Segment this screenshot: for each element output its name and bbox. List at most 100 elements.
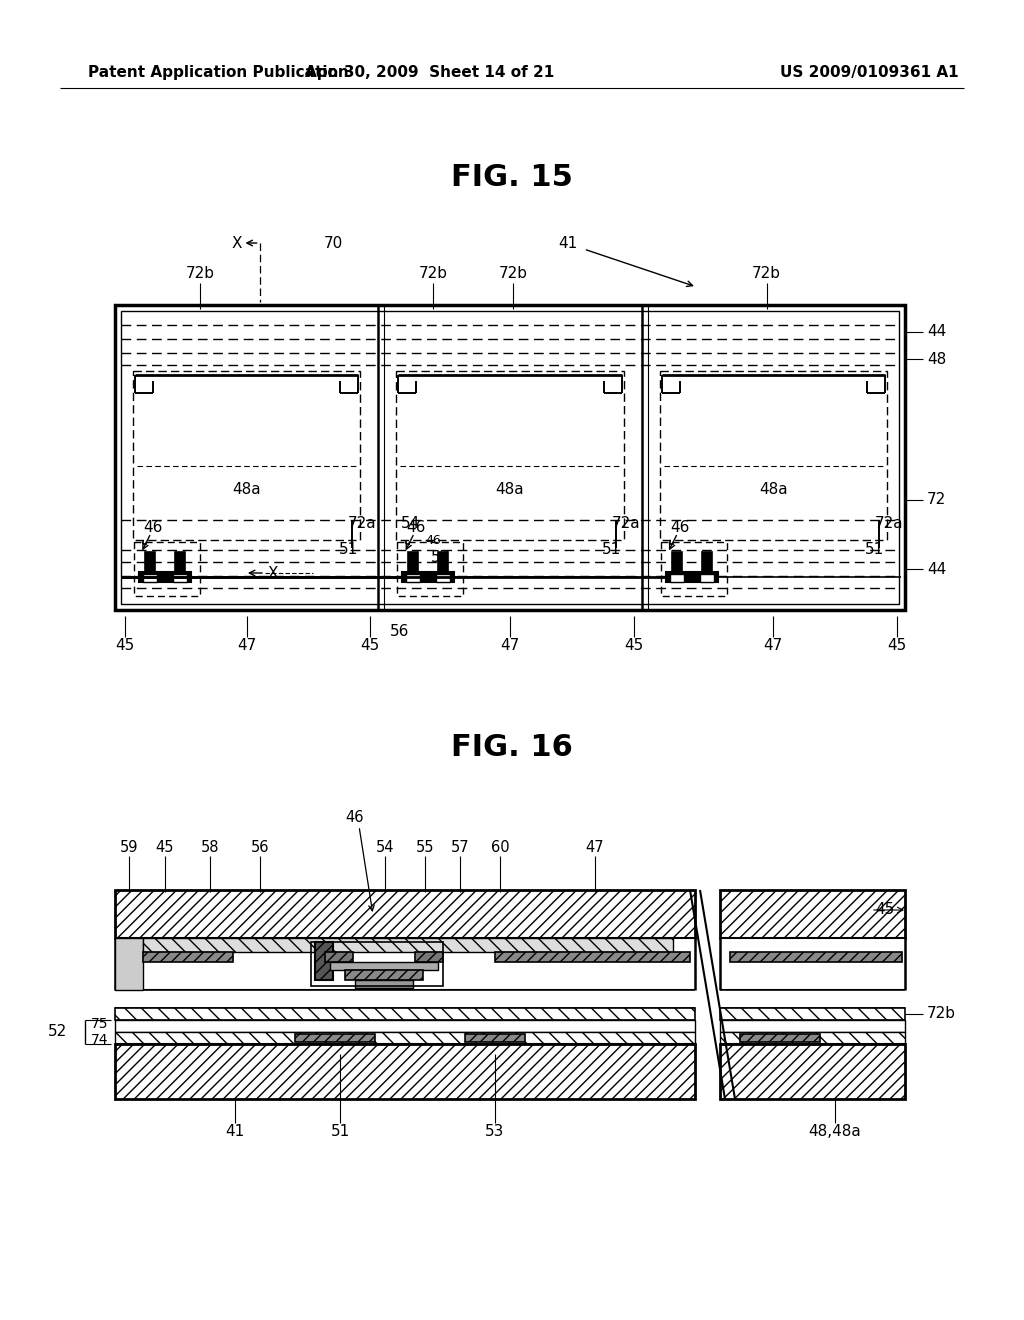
Bar — [672, 552, 682, 574]
Bar — [115, 890, 695, 939]
Text: 55: 55 — [416, 841, 434, 855]
Text: FIG. 16: FIG. 16 — [451, 734, 573, 763]
Bar — [720, 1020, 905, 1032]
Text: 72b: 72b — [419, 265, 447, 281]
Text: X: X — [231, 235, 242, 251]
Text: 46: 46 — [407, 520, 426, 535]
Bar — [415, 952, 443, 962]
Text: 45: 45 — [888, 638, 906, 652]
Bar — [720, 890, 905, 939]
Bar — [465, 1034, 525, 1041]
Bar — [730, 952, 902, 962]
Bar — [115, 939, 695, 990]
Text: 48a: 48a — [496, 483, 524, 498]
Bar — [145, 552, 155, 574]
Text: 72b: 72b — [927, 1006, 956, 1022]
Bar — [659, 371, 887, 540]
Bar — [134, 543, 200, 597]
Text: 51: 51 — [602, 543, 622, 557]
Bar — [740, 1034, 820, 1041]
Bar — [720, 1032, 905, 1044]
Text: 48a: 48a — [232, 483, 261, 498]
Bar — [311, 942, 443, 986]
Bar — [295, 1034, 375, 1041]
Text: 46: 46 — [143, 520, 163, 535]
Bar — [173, 574, 187, 582]
Text: 47: 47 — [237, 638, 256, 652]
Text: 48a: 48a — [759, 483, 787, 498]
Bar — [133, 371, 360, 540]
Text: X: X — [267, 565, 279, 581]
Text: 41: 41 — [558, 235, 578, 251]
Bar — [397, 543, 463, 597]
Bar — [115, 1020, 695, 1032]
Text: 47: 47 — [586, 841, 604, 855]
Text: 51: 51 — [339, 543, 358, 557]
Text: 75: 75 — [91, 1016, 109, 1031]
Text: 72a: 72a — [611, 516, 640, 531]
Text: US 2009/0109361 A1: US 2009/0109361 A1 — [780, 65, 958, 79]
Text: 72a: 72a — [348, 516, 377, 531]
Bar — [720, 990, 905, 1008]
Bar — [139, 572, 191, 582]
Text: FIG. 15: FIG. 15 — [451, 164, 573, 193]
Text: 56: 56 — [390, 624, 409, 639]
Text: 72b: 72b — [499, 265, 527, 281]
Text: 72a: 72a — [874, 516, 903, 531]
Text: 54: 54 — [400, 516, 420, 531]
Text: 48: 48 — [927, 351, 946, 367]
Text: 46: 46 — [425, 533, 441, 546]
Bar — [699, 574, 714, 582]
Bar — [330, 962, 438, 970]
Bar — [115, 939, 143, 990]
Bar — [355, 979, 413, 987]
Bar — [660, 543, 727, 597]
Text: 51: 51 — [865, 543, 885, 557]
Text: 72b: 72b — [185, 265, 214, 281]
Text: 45: 45 — [624, 638, 643, 652]
Bar — [407, 574, 420, 582]
Bar — [666, 572, 718, 582]
Bar — [325, 952, 353, 962]
Text: 53: 53 — [485, 1123, 505, 1138]
Bar — [121, 312, 899, 605]
Text: 72: 72 — [927, 492, 946, 507]
Bar — [701, 552, 712, 574]
Bar — [495, 952, 690, 962]
Text: 47: 47 — [501, 638, 519, 652]
Text: 47: 47 — [764, 638, 783, 652]
Text: 45: 45 — [874, 903, 894, 917]
Text: 45: 45 — [156, 841, 174, 855]
Bar — [115, 990, 695, 1008]
Text: 48,48a: 48,48a — [809, 1123, 861, 1138]
Bar — [143, 939, 673, 952]
Text: 74: 74 — [91, 1034, 109, 1047]
Bar — [175, 552, 185, 574]
Text: 46: 46 — [670, 520, 689, 535]
Bar — [143, 952, 233, 962]
Bar — [345, 970, 423, 979]
Bar — [115, 1044, 695, 1100]
Text: 56: 56 — [251, 841, 269, 855]
Bar — [115, 305, 905, 610]
Text: 57: 57 — [451, 841, 469, 855]
Bar — [720, 1008, 905, 1020]
Bar — [436, 574, 451, 582]
Text: Apr. 30, 2009  Sheet 14 of 21: Apr. 30, 2009 Sheet 14 of 21 — [305, 65, 555, 79]
Bar — [115, 1032, 695, 1044]
Bar — [438, 552, 449, 574]
Bar — [143, 574, 157, 582]
Text: 44: 44 — [927, 325, 946, 339]
Bar — [115, 1008, 695, 1020]
Text: 52: 52 — [48, 1024, 67, 1040]
Text: 46: 46 — [346, 810, 365, 825]
Text: 70: 70 — [324, 235, 343, 251]
Text: 59: 59 — [120, 841, 138, 855]
Text: 45: 45 — [360, 638, 380, 652]
Bar — [720, 939, 905, 990]
Bar — [720, 1044, 905, 1100]
Text: 44: 44 — [927, 561, 946, 577]
Bar — [396, 371, 624, 540]
Text: 72b: 72b — [753, 265, 781, 281]
Text: 51: 51 — [331, 1123, 349, 1138]
